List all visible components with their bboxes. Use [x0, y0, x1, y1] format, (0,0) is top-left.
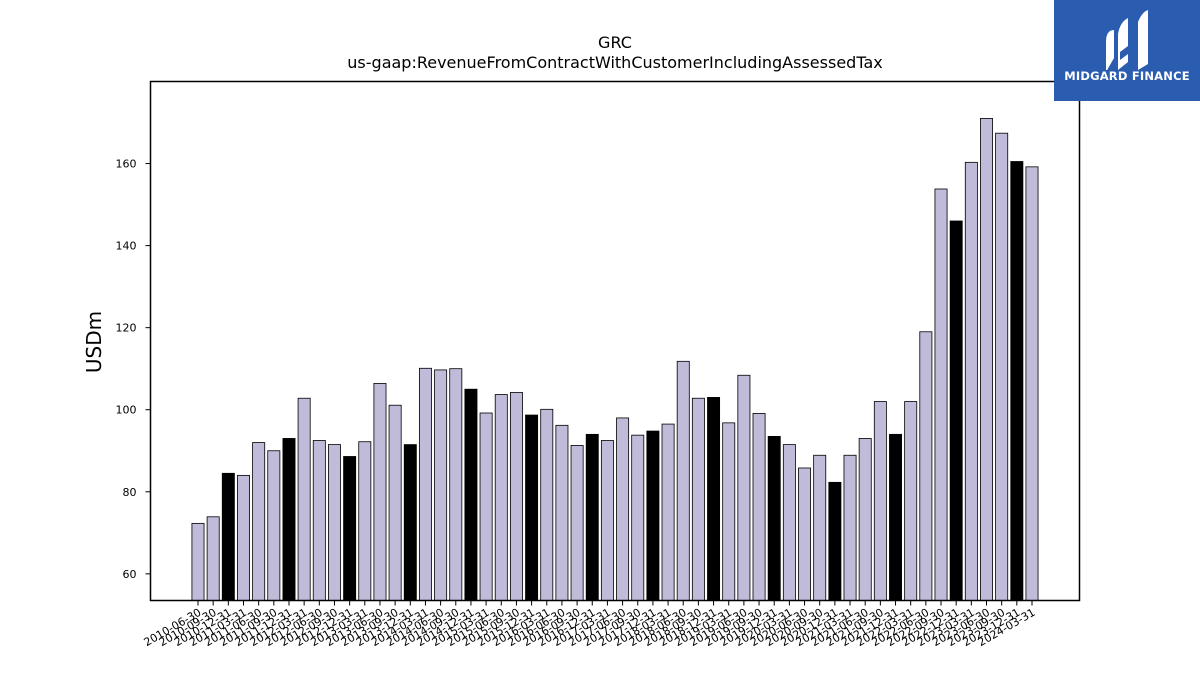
logo-text: MIDGARD FINANCE — [1064, 69, 1190, 83]
bars-group — [191, 118, 1039, 601]
bar-2020-12-31 — [828, 481, 842, 601]
bar-2023-09-30 — [995, 132, 1009, 601]
bar-2011-09-30 — [267, 450, 281, 601]
bar-2014-03-31 — [418, 367, 432, 601]
bar-2010-09-30 — [206, 516, 220, 601]
bar-2023-06-30 — [980, 118, 993, 601]
bar-2015-03-31 — [479, 412, 493, 601]
y-tick-label: 60 — [123, 568, 137, 581]
midgard-logo: MIDGARD FINANCE — [1054, 0, 1200, 101]
bar-2021-12-31 — [889, 433, 902, 601]
bar-2012-06-30 — [312, 440, 326, 601]
bar-2022-09-30 — [934, 188, 948, 601]
bar-2013-12-31 — [403, 444, 417, 601]
bar-2020-09-30 — [813, 454, 827, 601]
y-tick-label: 80 — [123, 486, 137, 499]
bar-2022-03-31 — [904, 401, 918, 601]
bar-2017-09-30 — [631, 434, 645, 601]
bar-2021-03-31 — [843, 454, 857, 601]
plot-frame — [149, 80, 1081, 602]
bar-2013-03-31 — [358, 441, 372, 601]
bar-2012-09-30 — [328, 444, 341, 601]
bar-2019-03-31 — [722, 422, 736, 601]
y-tick-label: 160 — [116, 158, 137, 171]
y-axis-ticks: 60 80 100 120 140 160 — [116, 158, 151, 581]
bar-2021-06-30 — [858, 438, 872, 601]
bar-2011-12-31 — [282, 438, 296, 601]
bar-2019-06-30 — [737, 374, 751, 601]
bar-2015-06-30 — [494, 394, 508, 601]
bar-2013-09-30 — [388, 404, 402, 601]
chart-title: GRC — [598, 33, 632, 52]
chart-subtitle: us-gaap:RevenueFromContractWithCustomerI… — [347, 53, 882, 72]
bar-2020-06-30 — [798, 467, 812, 601]
bar-2018-09-30 — [691, 397, 705, 601]
bar-2014-06-30 — [434, 369, 448, 601]
bar-2011-03-31 — [237, 474, 250, 601]
bar-2014-12-31 — [464, 388, 478, 601]
bar-2016-09-30 — [570, 445, 584, 601]
bar-2014-09-30 — [449, 368, 463, 601]
bar-2010-12-31 — [221, 472, 235, 601]
bar-2010-06-30 — [191, 522, 205, 601]
bar-2022-06-30 — [919, 331, 933, 601]
bar-2017-06-30 — [616, 417, 630, 601]
bar-2020-03-31 — [782, 444, 796, 601]
bar-2012-03-31 — [297, 397, 311, 601]
bar-2018-03-31 — [661, 423, 675, 601]
bar-2017-03-31 — [600, 440, 614, 601]
y-axis-label: USDm — [82, 311, 106, 373]
bar-2022-12-31 — [949, 220, 963, 601]
midgard-logo-icon — [1106, 10, 1148, 70]
y-tick-label: 120 — [116, 322, 137, 335]
bar-2021-09-30 — [873, 401, 887, 601]
bar-2019-12-31 — [767, 435, 781, 601]
bar-2024-03-31 — [1025, 166, 1039, 601]
x-axis-ticks: 2010-06-302010-09-302010-12-312011-03-31… — [142, 600, 1038, 649]
y-tick-label: 100 — [116, 404, 137, 417]
y-tick-label: 140 — [116, 240, 137, 253]
bar-2015-12-31 — [525, 414, 539, 601]
bar-2016-03-31 — [540, 408, 554, 601]
bar-2012-12-31 — [343, 456, 357, 601]
bar-2019-09-30 — [752, 413, 766, 601]
bar-2018-12-31 — [707, 397, 721, 601]
bar-2017-12-31 — [646, 430, 660, 601]
bar-2016-12-31 — [585, 433, 599, 601]
bar-2015-09-30 — [509, 392, 523, 601]
bar-2023-12-31 — [1010, 161, 1024, 601]
bar-2023-03-31 — [964, 161, 978, 601]
bar-2011-06-30 — [252, 442, 266, 601]
bar-2016-06-30 — [555, 424, 569, 601]
bar-2013-06-30 — [373, 383, 387, 601]
bar-2018-06-30 — [676, 360, 690, 601]
